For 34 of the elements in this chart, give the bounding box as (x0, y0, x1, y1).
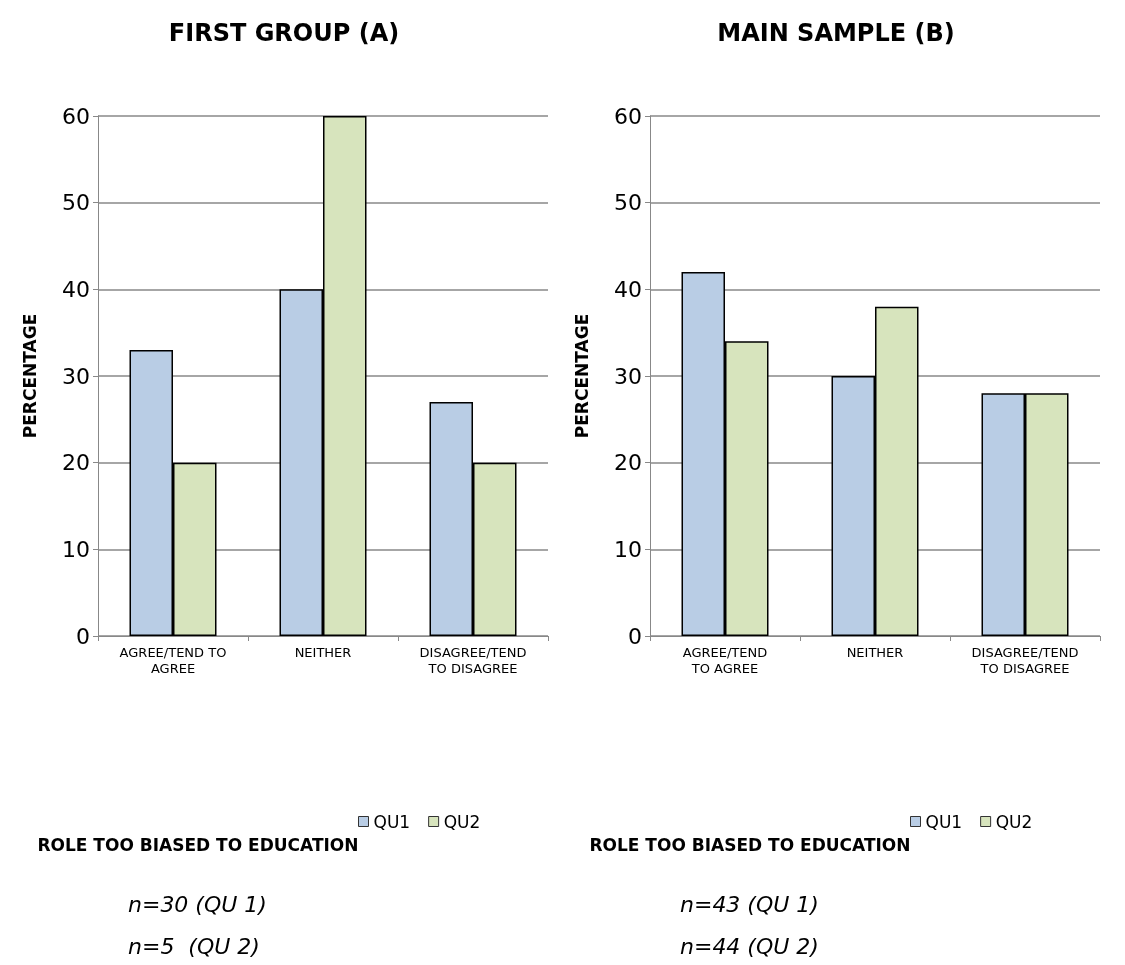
x-tick-label: NEITHER (846, 644, 904, 660)
x-tick-label: AGREE/TEND TO AGREE (682, 644, 768, 676)
y-tick-label: 20 (62, 450, 90, 476)
x-tick-label: AGREE/TEND TO AGREE (119, 644, 227, 676)
y-tick-label: 30 (62, 363, 90, 389)
x-axis-title: ROLE TOO BIASED TO EDUCATION (37, 834, 359, 855)
legend-label: QU2 (443, 811, 481, 832)
x-axis-title: ROLE TOO BIASED TO EDUCATION (589, 834, 911, 855)
y-tick-label: 40 (62, 276, 90, 302)
y-tick-label: 60 (62, 103, 90, 129)
y-tick-label: 50 (614, 190, 642, 216)
y-tick-label: 10 (62, 536, 90, 562)
legend-label: QU1 (925, 811, 963, 832)
x-tick-label: DISAGREE/TEND TO DISAGREE (971, 644, 1079, 676)
y-axis-title: PERCENTAGE (571, 313, 592, 439)
y-tick-label: 0 (628, 623, 642, 649)
chart-title: MAIN SAMPLE (B) (717, 19, 955, 47)
y-tick-label: 20 (614, 450, 642, 476)
y-tick-label: 50 (62, 190, 90, 216)
y-tick-label: 0 (76, 623, 90, 649)
y-tick-label: 30 (614, 363, 642, 389)
text: n=30 (QU 1) (128, 891, 267, 917)
text: n=44 (QU 2) (680, 933, 819, 959)
y-tick-label: 60 (614, 103, 642, 129)
y-axis-title: PERCENTAGE (19, 313, 40, 439)
legend-label: QU2 (995, 811, 1033, 832)
y-tick-label: 10 (614, 536, 642, 562)
chart-title: FIRST GROUP (A) (168, 19, 400, 47)
y-tick-label: 40 (614, 276, 642, 302)
text: n=5 (QU 2) (128, 933, 260, 959)
text: n=43 (QU 1) (680, 891, 819, 917)
x-tick-label: DISAGREE/TEND TO DISAGREE (419, 644, 527, 676)
x-tick-label: NEITHER (294, 644, 352, 660)
legend-label: QU1 (373, 811, 411, 832)
